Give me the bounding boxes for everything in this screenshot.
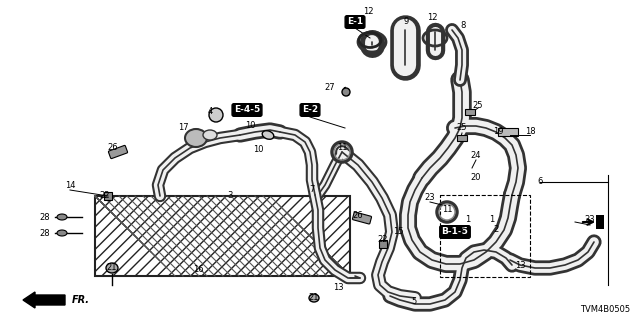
Text: 12: 12 (427, 13, 437, 22)
Text: 8: 8 (460, 20, 466, 29)
Text: 13: 13 (515, 260, 525, 269)
Text: 27: 27 (324, 84, 335, 92)
Text: 10: 10 (244, 121, 255, 130)
Text: 16: 16 (193, 266, 204, 275)
Text: 7: 7 (309, 186, 315, 195)
Text: TVM4B0505: TVM4B0505 (580, 305, 630, 314)
Ellipse shape (57, 230, 67, 236)
Text: 26: 26 (353, 211, 364, 220)
Text: 3: 3 (227, 190, 233, 199)
Text: 2: 2 (493, 226, 499, 235)
Bar (498, 128, 518, 136)
Text: 25: 25 (457, 124, 467, 132)
Ellipse shape (203, 130, 217, 140)
Text: 20: 20 (471, 173, 481, 182)
Text: 12: 12 (363, 7, 373, 17)
Text: 14: 14 (65, 180, 76, 189)
Text: E-1: E-1 (347, 18, 363, 27)
Text: 28: 28 (40, 212, 51, 221)
Text: 23: 23 (425, 194, 435, 203)
Bar (465, 109, 475, 115)
Ellipse shape (106, 263, 118, 273)
Text: B-1-5: B-1-5 (442, 228, 468, 236)
Text: 9: 9 (403, 18, 408, 27)
Text: 11: 11 (442, 205, 452, 214)
Ellipse shape (57, 214, 67, 220)
Text: 25: 25 (473, 100, 483, 109)
Text: 22: 22 (378, 236, 388, 244)
Text: 23: 23 (585, 215, 595, 225)
Text: 17: 17 (178, 124, 188, 132)
Text: 1: 1 (465, 215, 470, 225)
Text: 21: 21 (308, 293, 319, 302)
FancyBboxPatch shape (353, 212, 372, 224)
Bar (104, 192, 112, 200)
Text: 26: 26 (108, 143, 118, 153)
FancyBboxPatch shape (108, 145, 127, 159)
Text: 19: 19 (493, 127, 503, 137)
Text: 15: 15 (393, 228, 403, 236)
Bar (596, 215, 604, 229)
Text: FR.: FR. (72, 295, 90, 305)
Text: E-2: E-2 (302, 106, 318, 115)
Ellipse shape (309, 294, 319, 302)
Text: 11: 11 (337, 143, 348, 153)
Ellipse shape (185, 129, 207, 147)
Text: E-4-5: E-4-5 (234, 106, 260, 115)
Bar (95, 196, 350, 276)
Text: 4: 4 (207, 108, 212, 116)
Text: 21: 21 (107, 263, 117, 273)
Circle shape (209, 108, 223, 122)
Text: 22: 22 (100, 191, 110, 201)
Bar (440, 195, 530, 277)
Text: 1: 1 (490, 215, 495, 225)
Text: 18: 18 (525, 127, 535, 137)
Text: 5: 5 (412, 298, 417, 307)
Circle shape (342, 88, 350, 96)
Bar (457, 135, 467, 141)
Text: 10: 10 (253, 146, 263, 155)
Text: 6: 6 (538, 178, 543, 187)
Text: 28: 28 (40, 228, 51, 237)
Bar (379, 240, 387, 248)
Text: 24: 24 (471, 150, 481, 159)
Text: 2: 2 (460, 226, 465, 235)
Text: 13: 13 (333, 284, 343, 292)
FancyArrow shape (23, 292, 65, 308)
Ellipse shape (262, 131, 274, 139)
